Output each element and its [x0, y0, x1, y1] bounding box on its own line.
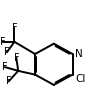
- Text: F: F: [2, 62, 8, 72]
- Text: Cl: Cl: [76, 74, 86, 84]
- Text: F: F: [4, 47, 10, 57]
- Text: F: F: [0, 37, 6, 47]
- Text: F: F: [13, 53, 19, 63]
- Text: F: F: [6, 76, 12, 86]
- Text: N: N: [75, 49, 83, 59]
- Text: F: F: [12, 23, 17, 33]
